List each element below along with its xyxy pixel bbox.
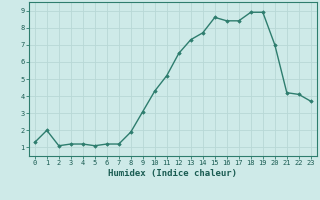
X-axis label: Humidex (Indice chaleur): Humidex (Indice chaleur)	[108, 169, 237, 178]
